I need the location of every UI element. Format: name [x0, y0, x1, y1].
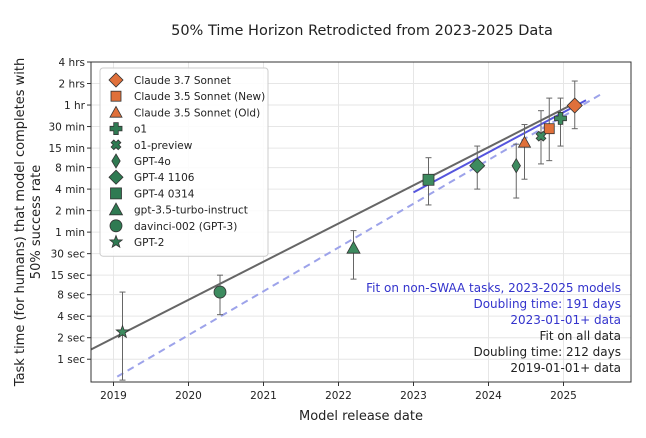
legend-label-claude-3-7-sonnet: Claude 3.7 Sonnet [134, 75, 231, 87]
annotation-blue-line: 2023-01-01+ data [510, 313, 621, 327]
point-gpt-2 [115, 324, 130, 339]
x-tick-label: 2019 [100, 390, 127, 402]
legend-label-gpt-4-1106: GPT-4 1106 [134, 172, 195, 184]
legend-label-o1: o1 [134, 124, 147, 136]
legend-label-claude-3-5-sonnet-old: Claude 3.5 Sonnet (Old) [134, 107, 260, 119]
y-axis-label-line2: 50% success rate [29, 165, 44, 279]
legend-label-claude-3-5-sonnet-new: Claude 3.5 Sonnet (New) [134, 91, 265, 103]
y-tick-label: 15 sec [51, 270, 86, 282]
fit-line [116, 93, 602, 378]
point-o1 [554, 112, 567, 125]
plot-frame [90, 61, 632, 383]
legend: Claude 3.7 Sonnet Claude 3.5 Sonnet (New)… [99, 67, 269, 257]
point-o1-preview [535, 130, 547, 142]
annotation-blue-line: Doubling time: 191 days [473, 297, 621, 311]
legend-marker-gpt-4-0314 [110, 187, 122, 200]
legend-marker-claude-3-7-sonnet [108, 72, 124, 88]
legend-label-o1-preview: o1-preview [134, 140, 193, 152]
legend-marker-gpt-3-5-turbo-instruct [108, 202, 124, 216]
y-tick-label: 4 hrs [59, 57, 85, 69]
x-tick-label: 2024 [475, 390, 502, 402]
legend-label-gpt-4o: GPT-4o [134, 156, 171, 168]
x-tick-label: 2022 [325, 390, 352, 402]
point-gpt-4o [511, 157, 521, 174]
legend-marker-gpt-2 [108, 234, 124, 249]
annotation-black-line: Fit on all data [539, 329, 621, 343]
y-tick-label: 2 sec [57, 333, 85, 345]
y-tick-label: 15 min [49, 143, 86, 155]
x-axis-label: Model release date [299, 409, 423, 424]
legend-label-davinci-002-gpt-3: davinci-002 (GPT-3) [134, 221, 237, 233]
point-claude-3-5-sonnet-old [517, 135, 532, 148]
point-gpt-4-0314 [422, 173, 435, 186]
x-tick-label: 2020 [175, 390, 202, 402]
fit-annotations: Fit on non-SWAA tasks, 2023-2025 models D… [366, 281, 621, 375]
annotation-blue-line: Fit on non-SWAA tasks, 2023-2025 models [366, 281, 621, 295]
y-tick-label: 1 sec [57, 354, 85, 366]
y-tick-label: 2 min [55, 206, 85, 218]
x-tick-label: 2023 [400, 390, 427, 402]
axis-ticks: 2019 2020 2021 2022 2023 2024 2025 1 sec 2 sec 4 … [49, 57, 577, 402]
annotation-black-line: Doubling time: 212 days [473, 345, 621, 359]
data-points [115, 80, 583, 381]
legend-marker-claude-3-5-sonnet-new [110, 90, 122, 102]
y-tick-label: 1 min [55, 227, 85, 239]
y-tick-label: 30 sec [51, 249, 86, 261]
point-gpt-3-5-turbo-instruct [346, 240, 361, 254]
y-tick-label: 2 hrs [59, 79, 85, 91]
fit-line [90, 101, 578, 351]
y-tick-label: 8 min [55, 163, 85, 175]
fit-lines [90, 93, 602, 378]
chart-title: 50% Time Horizon Retrodicted from 2023-2… [171, 23, 553, 39]
y-tick-label: 4 min [55, 184, 85, 196]
legend-box [99, 67, 269, 257]
legend-label-gpt-2: GPT-2 [134, 237, 164, 249]
y-tick-label: 1 hr [64, 100, 86, 112]
point-claude-3-5-sonnet-new [543, 123, 555, 135]
point-claude-3-7-sonnet [566, 97, 583, 114]
point-davinci-002-gpt-3 [213, 285, 227, 299]
legend-label-gpt-4-0314: GPT-4 0314 [134, 188, 195, 200]
annotation-black-line: 2019-01-01+ data [510, 361, 621, 375]
legend-marker-o1 [109, 122, 123, 136]
y-tick-label: 8 sec [57, 290, 85, 302]
y-axis-label-line1: Task time (for humans) that model comple… [13, 58, 28, 387]
point-gpt-4-1106 [469, 157, 486, 174]
legend-label-gpt-3-5-turbo-instruct: gpt-3.5-turbo-instruct [134, 205, 248, 217]
legend-marker-gpt-4-1106 [108, 169, 124, 185]
legend-marker-claude-3-5-sonnet-old [109, 105, 123, 118]
x-tick-label: 2021 [250, 390, 277, 402]
legend-marker-gpt-4o [111, 153, 121, 169]
legend-marker-davinci-002-gpt-3 [109, 219, 123, 233]
legend-marker-o1-preview [110, 139, 122, 151]
y-tick-label: 30 min [49, 122, 86, 134]
x-tick-label: 2025 [550, 390, 577, 402]
y-tick-label: 4 sec [57, 311, 85, 323]
fit-line [413, 99, 587, 194]
